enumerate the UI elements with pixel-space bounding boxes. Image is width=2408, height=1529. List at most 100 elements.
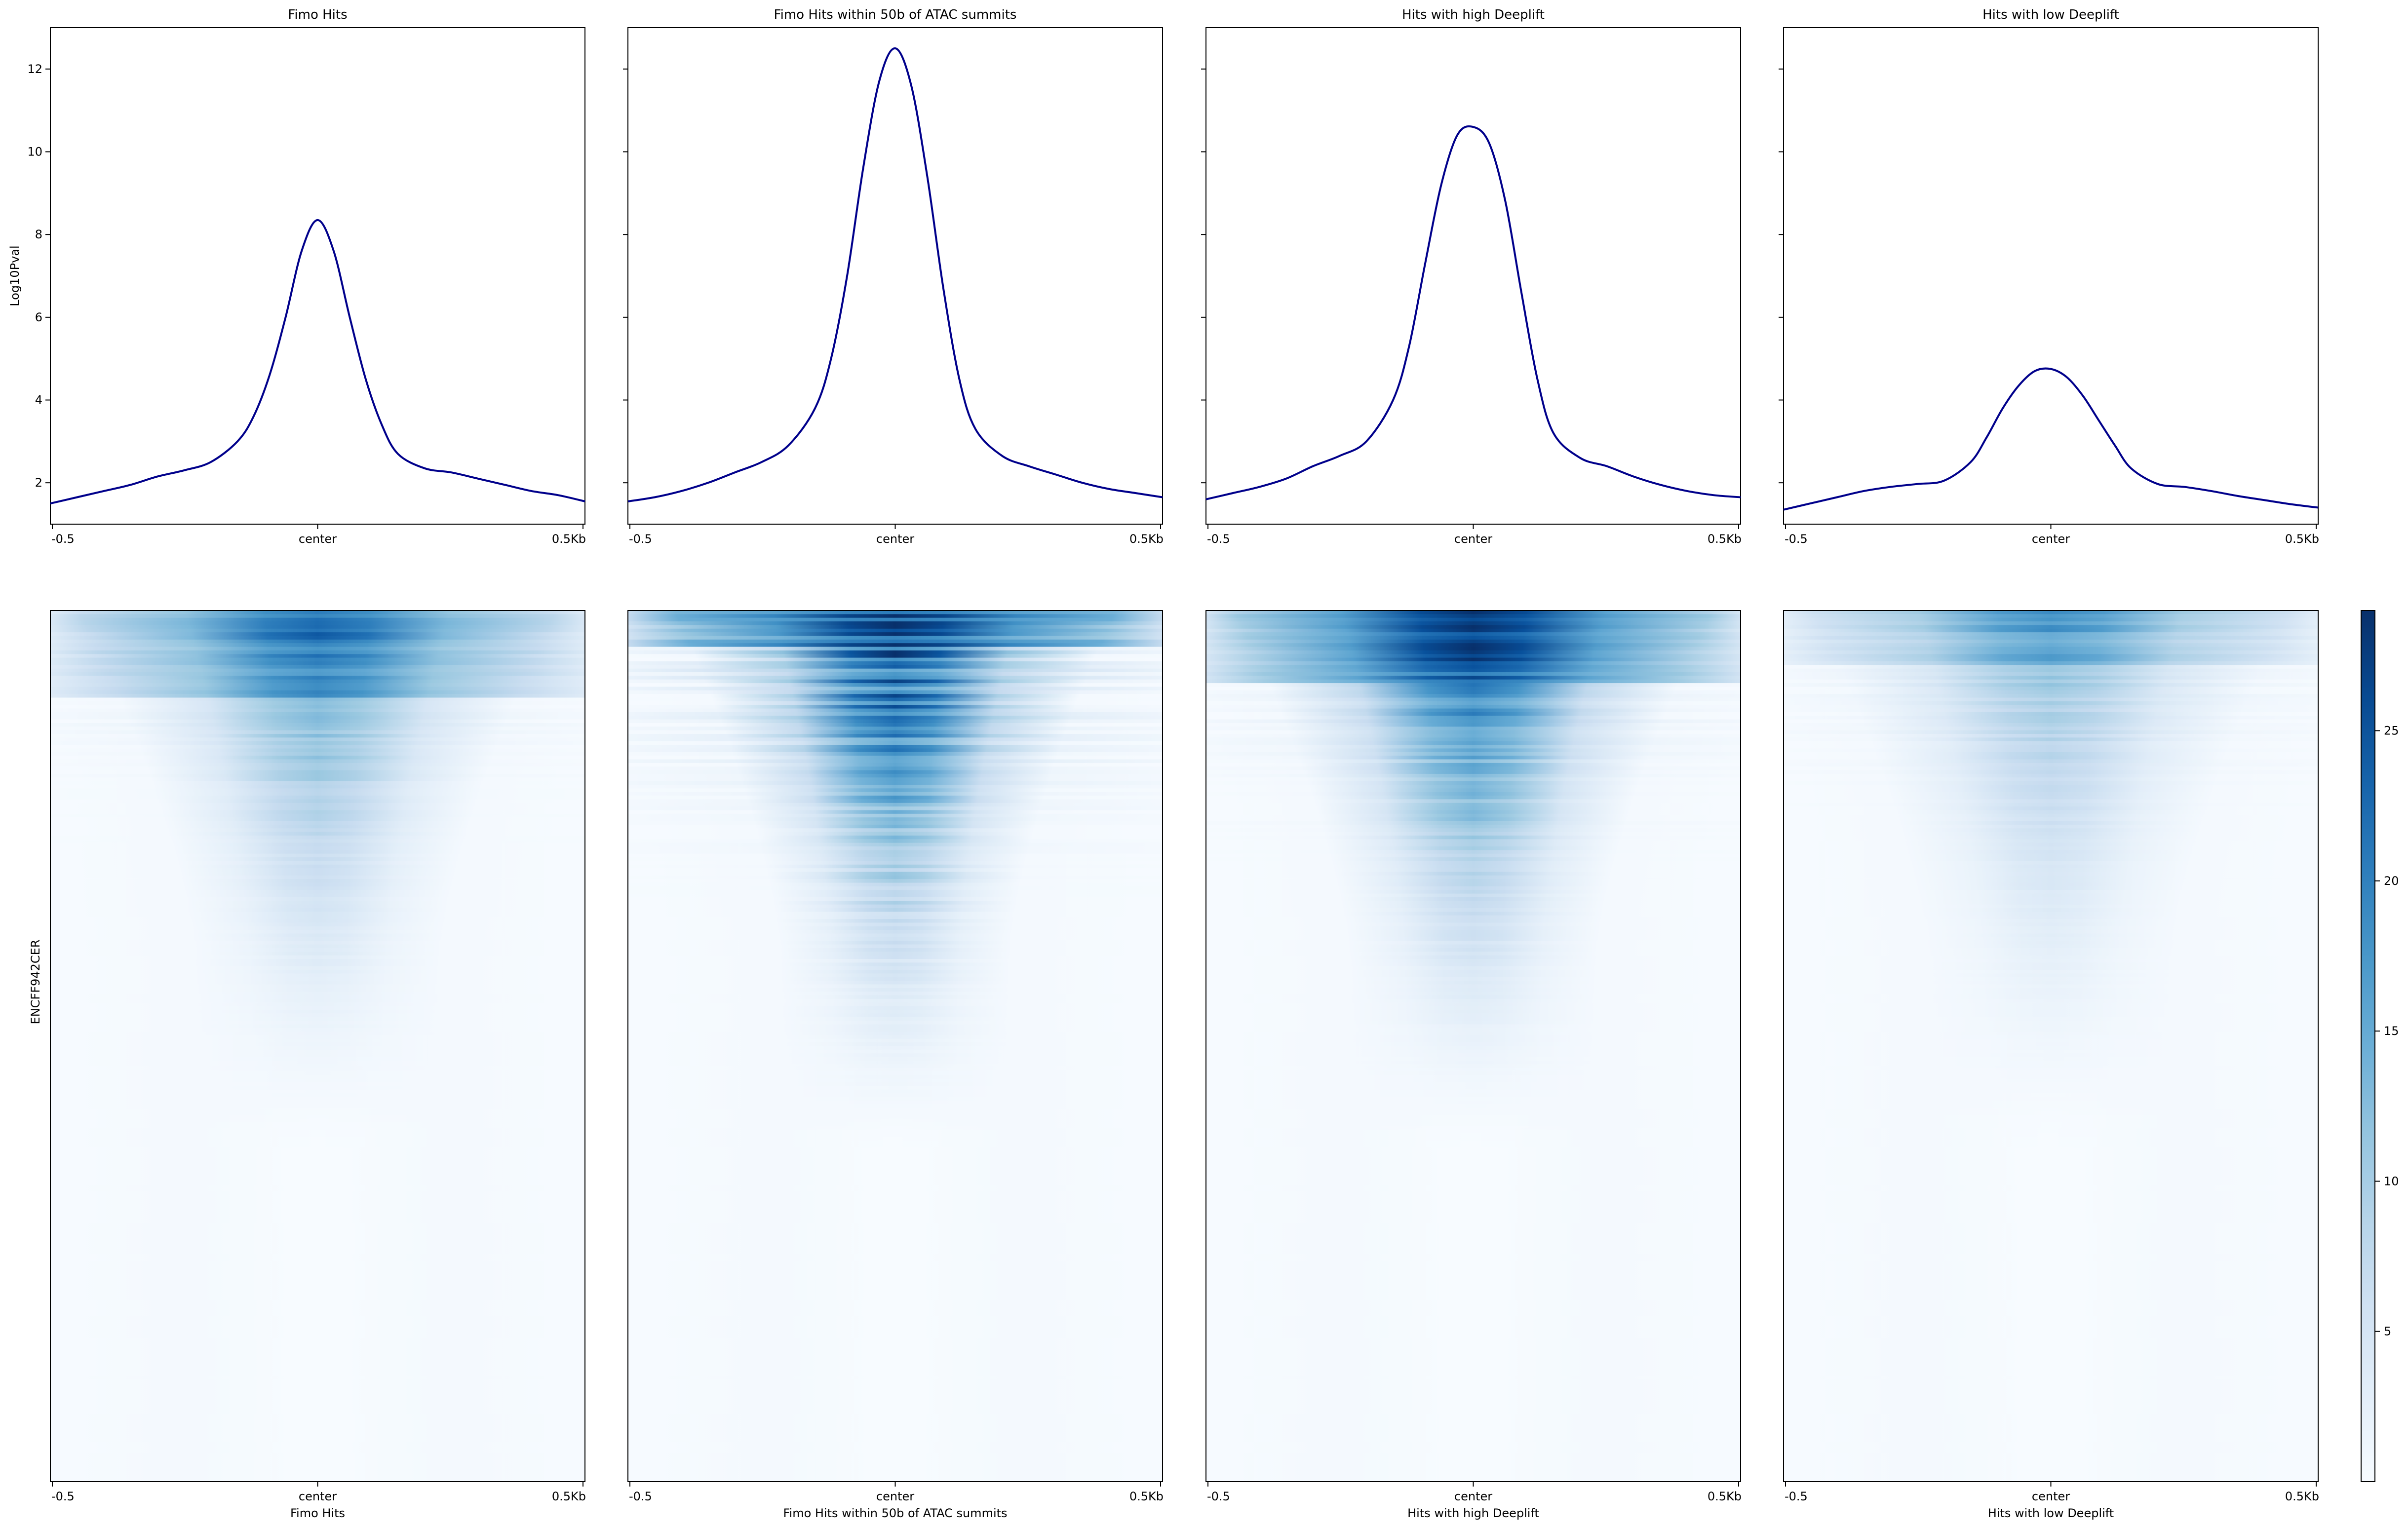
heatmap-row: [50, 1038, 585, 1043]
heatmap-row: [628, 1166, 1163, 1170]
heatmap-row: [1784, 617, 2318, 622]
heatmap-row: [1784, 1213, 2318, 1217]
profile-xtick-label: -0.5: [1785, 532, 1808, 546]
colorbar: 5 10 15 20 25: [2361, 610, 2399, 1482]
heatmap-row: [50, 1267, 585, 1272]
heatmap-row: [1784, 1242, 2318, 1246]
heatmap-row: [1206, 726, 1741, 731]
heatmap-row: [1784, 937, 2318, 941]
heatmap-row: [1206, 1213, 1741, 1217]
heatmap-row: [628, 657, 1163, 662]
profile-xtick-label: center: [876, 532, 914, 546]
heatmap-row: [1784, 726, 2318, 731]
heatmap-row: [50, 1071, 585, 1075]
heatmap-row: [1206, 1373, 1741, 1377]
heatmap-row: [1206, 1263, 1741, 1268]
heatmap-row: [1784, 868, 2318, 873]
heatmap-row: [50, 879, 585, 883]
heatmap-row: [50, 705, 585, 709]
heatmap-row: [1784, 1206, 2318, 1210]
heatmap-row: [628, 1453, 1163, 1457]
heatmap-row: [50, 687, 585, 691]
heatmap-row: [628, 1180, 1163, 1185]
heatmap-row: [628, 835, 1163, 840]
heatmap-row: [1784, 1260, 2318, 1264]
heatmap-row: [50, 890, 585, 894]
heatmap-row: [1784, 1049, 2318, 1054]
heatmap-row: [1206, 1021, 1741, 1025]
profile-ylabel: Log10Pval: [8, 245, 22, 306]
heatmap-row: [628, 1013, 1163, 1018]
heatmap-row: [628, 992, 1163, 996]
heatmap-row: [628, 1449, 1163, 1453]
heatmap-row: [1206, 1009, 1741, 1014]
heatmap-row: [1206, 1242, 1741, 1246]
heatmap-row: [628, 716, 1163, 720]
heatmap-row: [1784, 995, 2318, 999]
heatmap-row: [628, 1046, 1163, 1050]
heatmap-row: [628, 1144, 1163, 1148]
heatmap-row: [1784, 773, 2318, 778]
heatmap-row: [628, 1474, 1163, 1479]
heatmap-row: [1206, 1220, 1741, 1224]
heatmap-row: [1784, 973, 2318, 978]
heatmap-row: [50, 683, 585, 688]
heatmap-row: [628, 647, 1163, 651]
heatmap-row: [1206, 1064, 1741, 1069]
heatmap-row: [50, 1213, 585, 1217]
heatmap-row: [1784, 1365, 2318, 1370]
heatmap-row: [1784, 908, 2318, 912]
heatmap-row: [1784, 824, 2318, 829]
heatmap-row: [1784, 748, 2318, 753]
heatmap-row: [1206, 1206, 1741, 1210]
heatmap-row: [1206, 701, 1741, 705]
heatmap-row: [50, 1198, 585, 1203]
heatmap-row: [628, 1118, 1163, 1123]
heatmap-row: [50, 1180, 585, 1185]
heatmap-row: [50, 1329, 585, 1334]
heatmap-row: [628, 821, 1163, 825]
heatmap-row: [1784, 1278, 2318, 1283]
heatmap-row: [1206, 1456, 1741, 1460]
heatmap-row: [50, 1086, 585, 1090]
heatmap-row: [50, 1456, 585, 1460]
heatmap-row: [50, 1325, 585, 1330]
heatmap-row: [50, 882, 585, 887]
heatmap-row: [50, 1278, 585, 1283]
heatmap-row: [1206, 879, 1741, 883]
heatmap-row: [628, 719, 1163, 724]
heatmap-row: [628, 1032, 1163, 1036]
heatmap-xtick-label: 0.5Kb: [552, 1490, 586, 1503]
heatmap-row: [50, 1151, 585, 1155]
heatmap-row: [1206, 1006, 1741, 1010]
heatmap-row: [1784, 1060, 2318, 1065]
heatmap-row: [1784, 734, 2318, 738]
heatmap-row: [628, 1108, 1163, 1112]
heatmap-row: [1784, 1108, 2318, 1112]
heatmap-row: [628, 1140, 1163, 1145]
heatmap-row: [50, 694, 585, 698]
heatmap-row: [1206, 632, 1741, 637]
heatmap-row: [50, 1398, 585, 1402]
heatmap-row: [50, 647, 585, 651]
heatmap-row: [1206, 785, 1741, 789]
heatmap-row: [50, 1459, 585, 1464]
heatmap-panel: -0.5 center 0.5Kb Fimo Hits ENCFF942CER: [29, 610, 586, 1520]
heatmap-row: [1206, 1325, 1741, 1330]
heatmap-row: [50, 676, 585, 680]
heatmap-row: [1206, 781, 1741, 785]
heatmap-row: [1784, 766, 2318, 771]
heatmap-row: [1784, 1394, 2318, 1399]
heatmap-row: [1206, 777, 1741, 782]
heatmap-row: [1784, 665, 2318, 669]
heatmap-row: [1206, 1354, 1741, 1359]
heatmap-row: [1784, 1118, 2318, 1123]
heatmap-row: [50, 886, 585, 890]
profile-signal-line: [627, 47, 1163, 502]
heatmap-row: [1206, 770, 1741, 774]
heatmap-row: [1206, 654, 1741, 658]
heatmap-row: [1206, 846, 1741, 850]
heatmap-row: [50, 1434, 585, 1439]
heatmap-row: [1784, 661, 2318, 665]
heatmap-row: [50, 1104, 585, 1109]
